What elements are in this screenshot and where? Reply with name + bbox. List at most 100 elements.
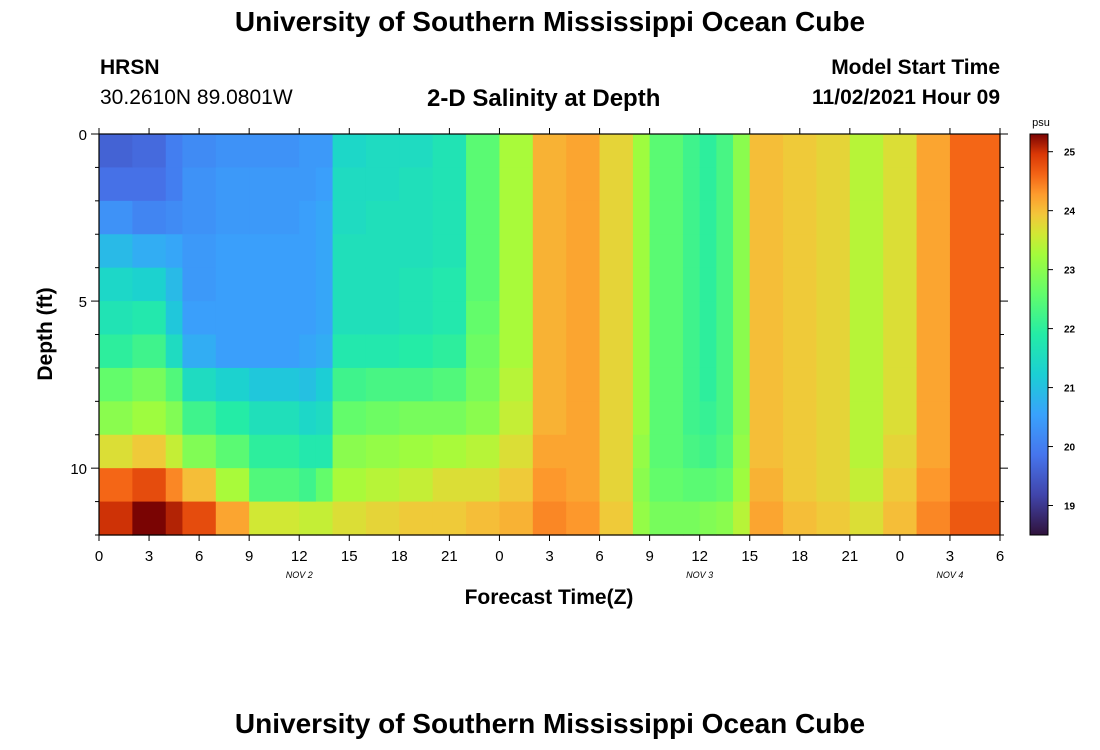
heat-cell — [315, 134, 334, 169]
heat-cell — [315, 334, 334, 369]
heat-cell — [599, 334, 634, 369]
heat-cell — [215, 334, 250, 369]
heat-cell — [132, 334, 167, 369]
heat-cell — [99, 167, 133, 202]
heat-cell — [249, 434, 300, 469]
heat-cell — [165, 501, 184, 536]
heat-cell — [599, 200, 634, 235]
heat-cell — [682, 501, 701, 536]
heat-cell — [566, 501, 601, 536]
heat-cell — [682, 468, 701, 503]
heat-cell — [499, 434, 534, 469]
heat-cell — [365, 134, 400, 169]
heat-cell — [532, 501, 567, 536]
heat-cell — [99, 401, 133, 436]
heat-cell — [332, 134, 367, 169]
x-tick-label: 21 — [841, 548, 858, 565]
heat-cell — [499, 501, 534, 536]
heat-cell — [399, 134, 434, 169]
heat-cell — [632, 468, 651, 503]
heat-cell — [883, 200, 918, 235]
x-tick-label: 6 — [195, 548, 203, 565]
colorbar-tick-label: 22 — [1064, 325, 1076, 336]
heat-cell — [816, 167, 851, 202]
heat-cell — [716, 301, 734, 336]
x-tick-label: 12 — [691, 548, 708, 565]
heat-cell — [749, 468, 784, 503]
heat-cell — [632, 134, 651, 169]
heat-cell — [432, 468, 467, 503]
x-tick-label: 15 — [341, 548, 358, 565]
heat-cell — [649, 401, 684, 436]
heat-cell — [315, 267, 334, 302]
heat-cell — [499, 267, 534, 302]
x-date-label: NOV 4 — [936, 570, 963, 580]
colorbar-tick-label: 23 — [1064, 266, 1076, 277]
heat-cell — [165, 367, 184, 402]
heat-cell — [916, 200, 951, 235]
heat-cell — [499, 167, 534, 202]
heat-cell — [182, 167, 217, 202]
heat-cell — [699, 234, 717, 269]
heat-cell — [883, 167, 918, 202]
heat-cell — [466, 167, 501, 202]
heat-cell — [399, 334, 434, 369]
heat-cell — [432, 167, 467, 202]
heat-cell — [432, 501, 467, 536]
heat-cell — [249, 367, 300, 402]
heat-cell — [649, 301, 684, 336]
heat-cell — [249, 167, 300, 202]
heat-cell — [682, 200, 701, 235]
heat-cell — [532, 234, 567, 269]
heat-cell — [315, 367, 334, 402]
heat-cell — [733, 468, 751, 503]
x-tick-label: 0 — [495, 548, 503, 565]
heat-cell — [749, 134, 784, 169]
heat-cell — [699, 134, 717, 169]
heat-cell — [566, 134, 601, 169]
heat-cell — [883, 134, 918, 169]
heat-cell — [99, 501, 133, 536]
heat-cell — [632, 200, 651, 235]
heat-cell — [165, 134, 184, 169]
heat-cell — [749, 334, 784, 369]
heat-cell — [749, 167, 784, 202]
heat-cell — [332, 501, 367, 536]
heat-cell — [332, 200, 367, 235]
heat-cell — [165, 167, 184, 202]
heat-cell — [99, 301, 133, 336]
plot-title: 2-D Salinity at Depth — [427, 85, 661, 112]
heat-cell — [332, 234, 367, 269]
heat-cell — [649, 468, 684, 503]
y-axis-title: Depth (ft) — [34, 287, 57, 380]
heat-cell — [299, 234, 317, 269]
heat-cell — [949, 501, 1001, 536]
x-date-label: NOV 3 — [686, 570, 713, 580]
heat-cell — [699, 267, 717, 302]
heat-cell — [532, 134, 567, 169]
heat-cell — [365, 301, 400, 336]
heat-cell — [499, 134, 534, 169]
heat-cell — [532, 434, 567, 469]
heat-cell — [632, 301, 651, 336]
x-tick-label: 6 — [595, 548, 603, 565]
heat-cell — [849, 401, 884, 436]
heat-cell — [99, 234, 133, 269]
heat-cell — [365, 234, 400, 269]
heat-cell — [816, 334, 851, 369]
x-tick-label: 3 — [145, 548, 153, 565]
heat-cell — [182, 367, 217, 402]
heat-cell — [182, 501, 217, 536]
heat-cell — [749, 434, 784, 469]
heat-cell — [682, 167, 701, 202]
heat-cell — [949, 134, 1001, 169]
heat-cell — [783, 200, 818, 235]
heat-cell — [399, 267, 434, 302]
heat-cell — [249, 468, 300, 503]
heat-cell — [682, 334, 701, 369]
heat-cell — [816, 468, 851, 503]
heat-cell — [916, 468, 951, 503]
model-start-value: 11/02/2021 Hour 09 — [812, 86, 1000, 109]
heat-cell — [215, 134, 250, 169]
heat-cell — [315, 401, 334, 436]
